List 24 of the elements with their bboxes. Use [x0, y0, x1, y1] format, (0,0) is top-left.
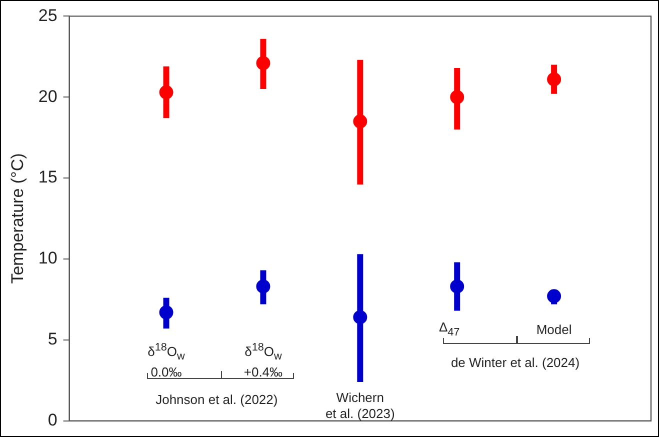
- annotation: Johnson et al. (2022): [156, 392, 278, 408]
- y-axis-title: Temperature (°C): [8, 153, 27, 284]
- annotation: de Winter et al. (2024): [450, 355, 580, 371]
- point: [159, 305, 174, 320]
- annotation: δ$^{18}$O$_{w}$ 0.0‰: [148, 340, 185, 380]
- y-tick-label: 15: [38, 168, 58, 187]
- y-tick-label: 5: [48, 330, 58, 349]
- point: [159, 85, 174, 100]
- y-tick-label: 10: [38, 248, 58, 268]
- point: [450, 279, 464, 294]
- point: [256, 56, 270, 70]
- point: [256, 279, 270, 294]
- point: [353, 310, 368, 324]
- point: [547, 289, 562, 304]
- annotation: Model: [536, 322, 572, 338]
- y-tick-label: 25: [38, 6, 58, 25]
- annotation: Wichern et al. (2023): [325, 390, 395, 422]
- point: [450, 90, 464, 104]
- annotation: δ$^{18}$O$_{w}$ +0.4‰: [244, 340, 283, 380]
- point: [353, 114, 368, 128]
- point: [547, 72, 562, 86]
- y-tick-label: 0: [48, 410, 58, 430]
- annotation: Δ$_{47}$: [438, 320, 460, 340]
- y-tick-label: 20: [38, 86, 58, 106]
